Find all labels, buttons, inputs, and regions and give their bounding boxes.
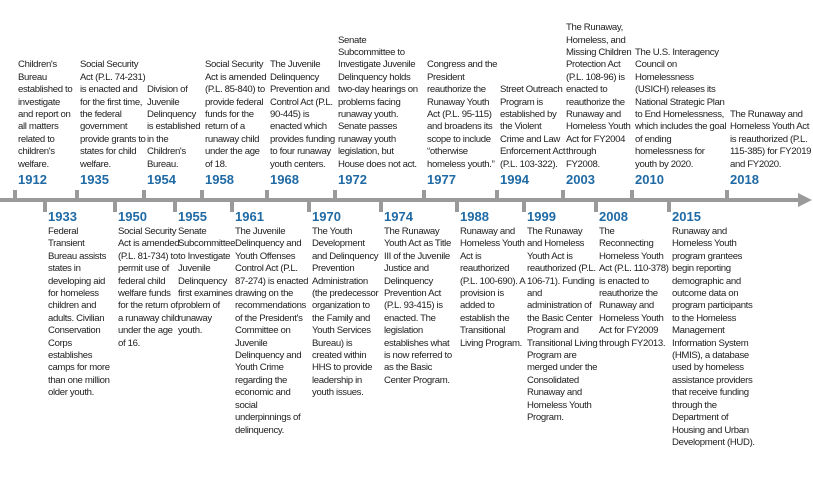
tick [379,200,383,212]
event: The Runaway and Homeless Youth Act is re… [730,109,812,188]
event-year: 1994 [500,172,529,187]
event: 1933 Federal Transient Bureau assists sta… [48,209,114,400]
event: 1970 The Youth Development and Delinquenc… [312,209,380,400]
event-text: The U.S. Interagency Council on Homeless… [635,46,727,170]
event-year: 2010 [635,172,664,187]
event: Senate Subcommittee to Investigate Juven… [338,35,422,188]
tick [142,190,146,202]
event: Children's Bureau established to investi… [18,59,74,188]
event-text: Runaway and Homeless Youth Act is reauth… [460,226,525,349]
tick [230,200,234,212]
event: 2008 The Reconnecting Homeless Youth Act … [599,209,671,350]
event: 1988 Runaway and Homeless Youth Act is re… [460,209,526,350]
event: The Juvenile Delinquency Prevention and … [270,59,336,188]
tick [200,190,204,202]
tick [594,200,598,212]
event: 1955 Senate Subcommittee to Investigate J… [178,209,236,338]
event-year: 2003 [566,172,595,187]
tick [265,190,269,202]
event-text: The Runaway, Homeless, and Missing Child… [566,22,632,170]
event-text: Federal Transient Bureau assists states … [48,226,110,399]
arrowhead [798,193,812,207]
event-text: Social Security Act is amended (P.L. 85-… [205,59,267,170]
event-year: 1970 [312,209,341,224]
tick [43,200,47,212]
event-year: 1955 [178,209,207,224]
event-text: Children's Bureau established to investi… [18,59,73,170]
event-year: 1954 [147,172,176,187]
tick [75,190,79,202]
event-text: The Reconnecting Homeless Youth Act (P.L… [599,226,669,349]
event-year: 2015 [672,209,701,224]
tick [725,190,729,202]
event-text: Senate Subcommittee to Investigate Juven… [338,34,418,170]
tick [113,200,117,212]
tick [13,190,17,202]
event: 1999 The Runaway and Homeless Youth Act i… [527,209,599,425]
event-year: 1988 [460,209,489,224]
event-text: Division of Juvenile Delinquency is esta… [147,84,201,170]
tick [522,200,526,212]
event: Division of Juvenile Delinquency is esta… [147,84,203,188]
event-text: Senate Subcommittee to Investigate Juven… [178,226,236,337]
event: Street Outreach Program is established b… [500,84,566,188]
event-year: 1950 [118,209,147,224]
tick [333,190,337,202]
event: Congress and the President reauthorize t… [427,59,503,188]
event-year: 1968 [270,172,299,187]
tick [495,190,499,202]
event-year: 1999 [527,209,556,224]
event-year: 1912 [18,172,47,187]
event-year: 2008 [599,209,628,224]
event: Social Security Act is amended (P.L. 85-… [205,59,267,188]
event-year: 1961 [235,209,264,224]
event-year: 2018 [730,172,759,187]
event-text: Social Security Act (P.L. 74-231) is ena… [80,59,146,170]
event: 1974 The Runaway Youth Act as Title III o… [384,209,456,387]
event-text: The Youth Development and Delinquency Pr… [312,226,379,399]
event-text: Congress and the President reauthorize t… [427,59,498,170]
event: 2015 Runaway and Homeless Youth program g… [672,209,758,449]
tick [422,190,426,202]
event: The Runaway, Homeless, and Missing Child… [566,22,632,188]
event-year: 1977 [427,172,456,187]
event-year: 1958 [205,172,234,187]
event-text: Runaway and Homeless Youth program grant… [672,226,755,448]
event-text: The Runaway and Homeless Youth Act is re… [527,226,598,424]
event: 1950 Social Security Act is amended (P.L.… [118,209,180,350]
event-year: 1972 [338,172,367,187]
event-text: The Juvenile Delinquency Prevention and … [270,59,335,170]
event-year: 1933 [48,209,77,224]
tick [561,190,565,202]
tick [307,200,311,212]
tick [630,190,634,202]
event-text: The Runaway and Homeless Youth Act is re… [730,108,812,170]
event: 1961 The Juvenile Delinquency and Youth O… [235,209,311,437]
event-text: The Juvenile Delinquency and Youth Offen… [235,226,309,436]
tick [667,200,671,212]
event-text: The Runaway Youth Act as Title III of th… [384,226,452,386]
tick [173,200,177,212]
event: Social Security Act (P.L. 74-231) is ena… [80,59,146,188]
tick [455,200,459,212]
event-text: Social Security Act is amended (P.L. 81-… [118,226,180,349]
event: The U.S. Interagency Council on Homeless… [635,47,727,188]
event-year: 1935 [80,172,109,187]
event-year: 1974 [384,209,413,224]
event-text: Street Outreach Program is established b… [500,84,566,170]
